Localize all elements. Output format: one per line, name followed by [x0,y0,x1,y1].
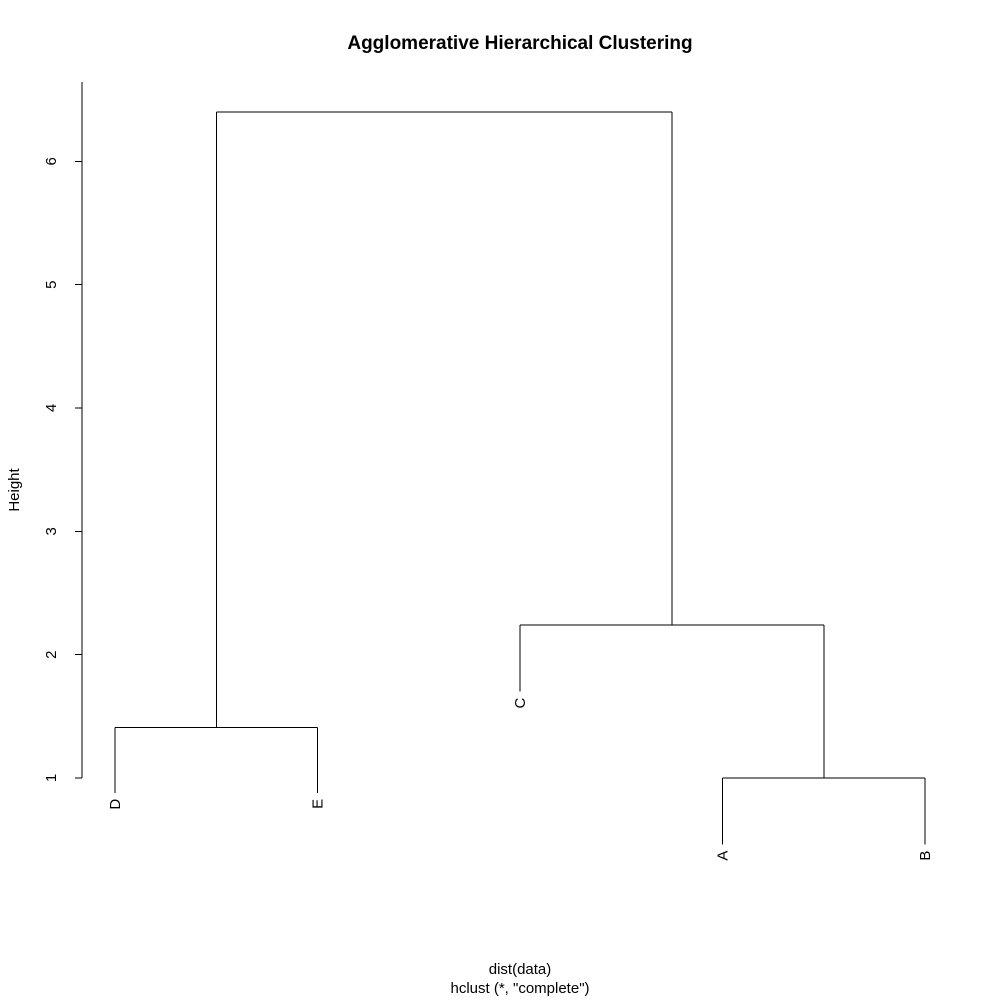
leaf-label-b: B [917,851,934,861]
y-axis-label: Height [6,467,23,511]
leaf-label-d: D [107,799,124,810]
y-tick-label: 4 [43,404,60,412]
x-axis-label: dist(data) [489,961,552,978]
leaf-label-e: E [310,799,327,809]
y-axis: 1 2 3 4 5 6 [43,82,83,782]
method-sublabel: hclust (*, "complete") [450,980,589,997]
leaf-label-c: C [512,698,529,709]
chart-title: Agglomerative Hierarchical Clustering [347,33,692,54]
y-tick-label: 2 [43,650,60,658]
leaf-labels: D E C A B [107,698,934,861]
dendrogram-links [114,111,926,845]
y-tick-label: 5 [43,280,60,288]
leaf-label-a: A [715,851,732,861]
y-tick-label: 3 [43,527,60,535]
y-tick-label: 1 [43,774,60,782]
y-tick-label: 6 [43,157,60,165]
